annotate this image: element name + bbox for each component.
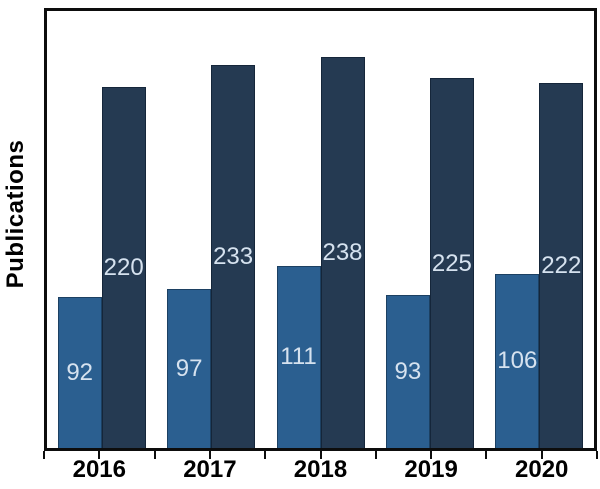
bar-2016-dark-navy-bars: 220	[101, 86, 146, 448]
bar-2018-light-blue-bars: 111	[276, 265, 321, 448]
x-axis-tick	[596, 451, 598, 459]
bar-2020-dark-navy-bars: 222	[539, 83, 584, 448]
x-axis-label-2018: 2018	[293, 456, 348, 483]
bar-2020-light-blue-bars: 106	[495, 273, 540, 448]
x-axis-tick	[485, 451, 488, 459]
bar-value-label: 92	[66, 358, 94, 386]
x-axis-tick	[319, 451, 322, 459]
bar-value-label: 225	[431, 249, 472, 277]
x-axis-label-2016: 2016	[72, 456, 126, 483]
bar-2019-dark-navy-bars: 225	[429, 78, 474, 448]
bar-2016-light-blue-bars: 92	[57, 296, 102, 448]
x-axis-tick	[540, 451, 543, 459]
bar-value-label: 106	[497, 347, 538, 375]
plot-area: 92 220 97 233 111 238 93 225 106 222	[44, 8, 597, 451]
x-axis-label-2020: 2020	[514, 456, 569, 483]
y-axis-label: Publications	[2, 139, 29, 289]
x-axis-tick	[374, 451, 377, 459]
bar-value-label: 238	[322, 239, 363, 266]
bar-2017-light-blue-bars: 97	[167, 288, 212, 448]
bar-value-label: 220	[103, 253, 144, 281]
x-axis-tick	[208, 451, 211, 459]
bar-2019-light-blue-bars: 93	[385, 295, 430, 448]
x-axis-label-2019: 2019	[404, 456, 458, 483]
x-axis-tick	[43, 451, 45, 459]
bar-value-label: 111	[280, 343, 317, 371]
bar-2018-dark-navy-bars: 238	[320, 57, 365, 448]
bar-value-label: 93	[394, 358, 422, 386]
x-axis-label-2017: 2017	[183, 456, 237, 483]
bar-value-label: 97	[175, 354, 203, 382]
bar-value-label: 222	[541, 252, 582, 280]
x-axis-tick	[430, 451, 433, 459]
x-axis-tick	[153, 451, 156, 459]
x-axis-tick	[264, 451, 267, 459]
bar-value-label: 233	[213, 243, 254, 271]
bar-2017-dark-navy-bars: 233	[211, 65, 256, 448]
x-axis-tick	[98, 451, 101, 459]
